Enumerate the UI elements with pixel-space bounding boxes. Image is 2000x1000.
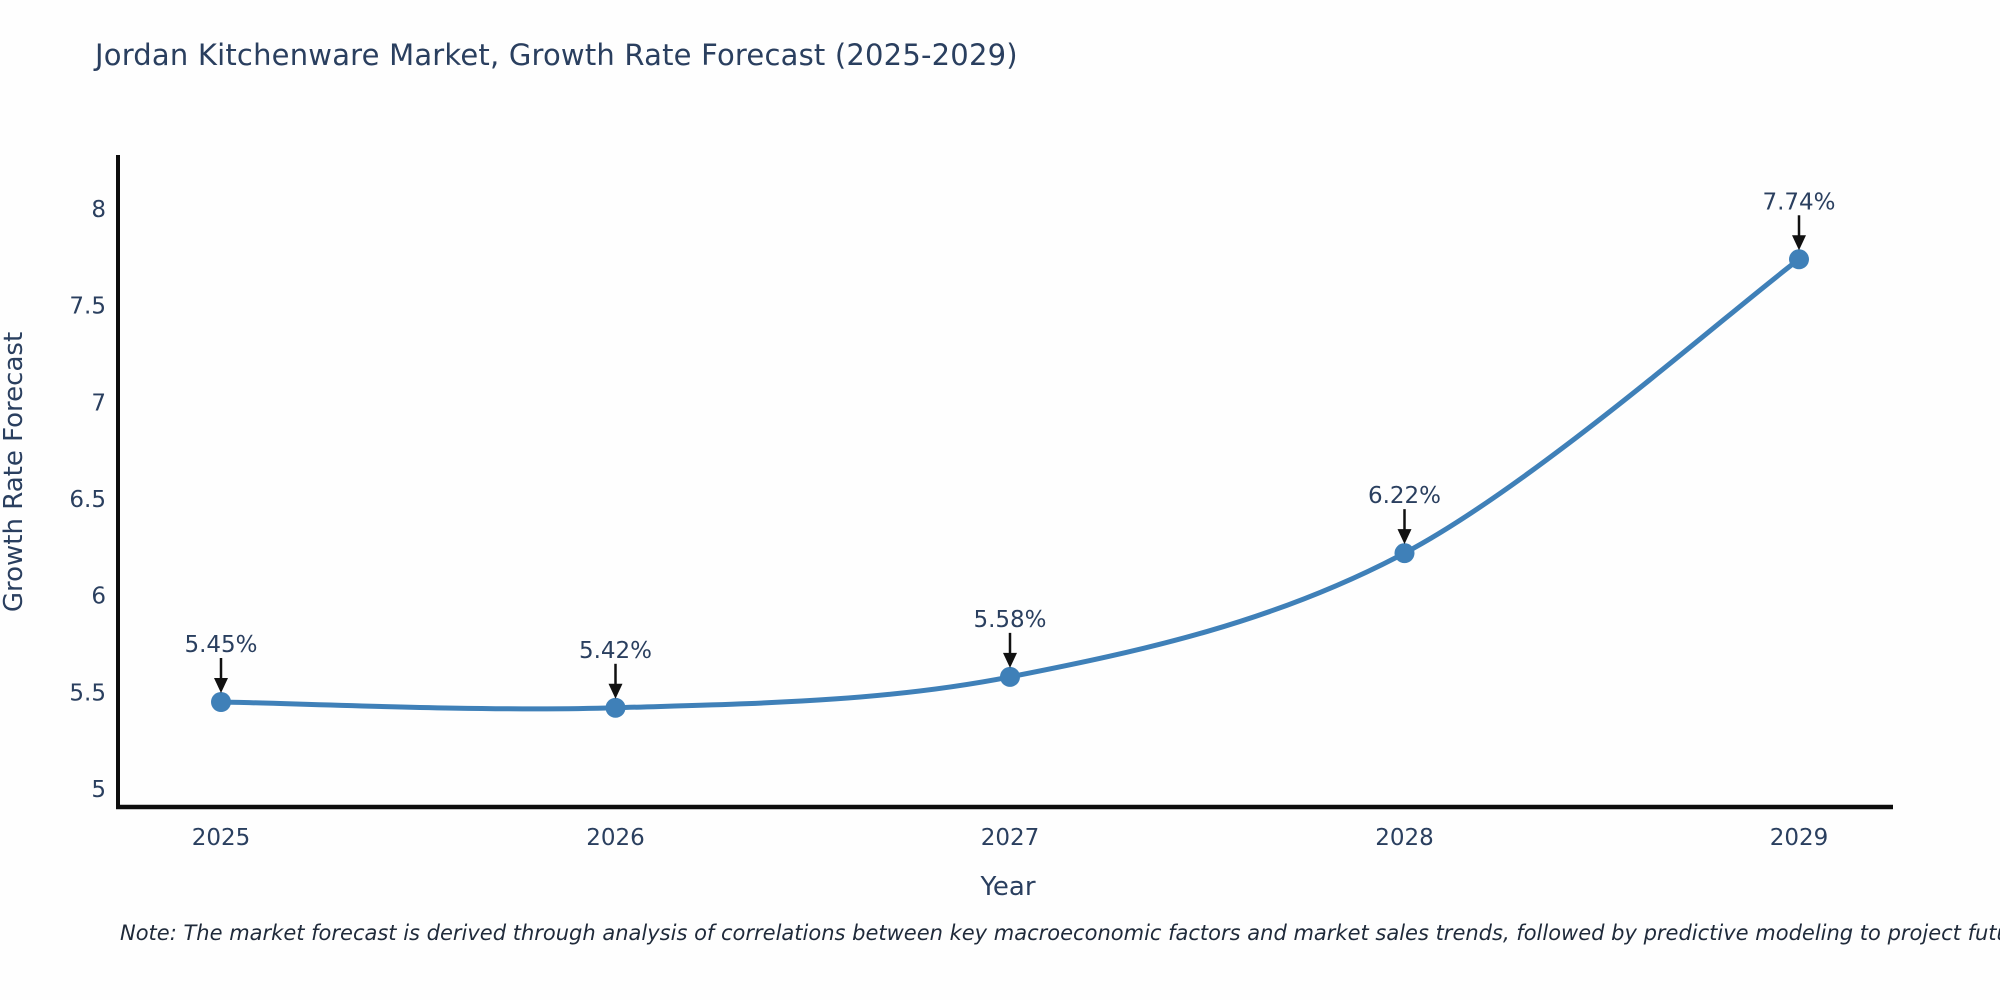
y-tick-label: 7 (91, 390, 106, 416)
data-point-marker (211, 692, 231, 713)
annotation-label: 6.22% (1368, 483, 1441, 509)
series-line (218, 256, 1802, 712)
x-axis-title: Year (980, 872, 1036, 902)
annotation-arrowhead (1003, 652, 1017, 668)
y-tick-label: 7.5 (69, 294, 106, 320)
x-tick-label: 2029 (1770, 825, 1829, 851)
y-tick-label: 6.5 (69, 487, 106, 513)
annotation-label: 5.45% (184, 632, 257, 658)
data-point-marker (1394, 543, 1415, 564)
chart-title: Jordan Kitchenware Market, Growth Rate F… (95, 38, 1018, 72)
x-tick-label: 2028 (1375, 825, 1434, 851)
y-tick-label: 6 (91, 584, 106, 610)
annotation-arrowhead (608, 683, 623, 699)
y-tick-label: 8 (91, 197, 106, 223)
annotation-label: 7.74% (1762, 189, 1835, 215)
data-point-marker (1000, 666, 1020, 687)
x-tick-label: 2027 (981, 825, 1040, 851)
annotation-arrowhead (214, 678, 228, 694)
annotation-arrowhead (1397, 529, 1412, 545)
annotation-label: 5.42% (579, 638, 652, 664)
footnote: Note: The market forecast is derived thr… (120, 921, 2000, 945)
annotation-label: 5.58% (973, 607, 1046, 633)
y-tick-label: 5.5 (69, 680, 106, 706)
x-tick-label: 2025 (192, 825, 251, 851)
data-point-marker (1789, 249, 1809, 270)
y-tick-label: 5 (91, 777, 106, 803)
data-point-marker (605, 697, 626, 718)
x-tick-label: 2026 (586, 825, 645, 851)
annotation-arrowhead (1792, 235, 1806, 251)
